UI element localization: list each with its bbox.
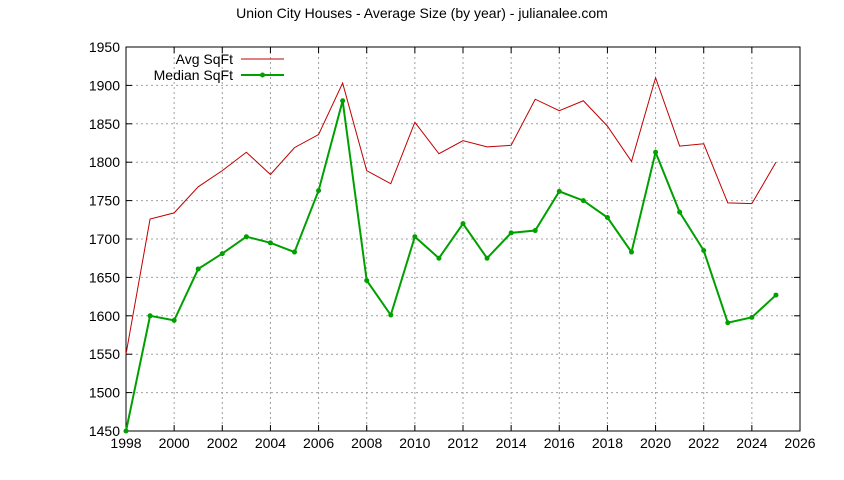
data-point-median-sqft bbox=[749, 314, 755, 320]
legend-label: Median SqFt bbox=[154, 67, 233, 83]
grid bbox=[126, 47, 800, 431]
y-tick-label: 1850 bbox=[89, 116, 120, 132]
y-tick-label: 1700 bbox=[89, 231, 120, 247]
series-line-avg-sqft bbox=[125, 76, 777, 355]
data-point-median-sqft bbox=[773, 292, 779, 298]
data-point-median-sqft bbox=[460, 221, 466, 227]
x-tick-label: 2022 bbox=[688, 435, 719, 451]
data-point-median-sqft bbox=[316, 188, 322, 194]
x-tick-label: 2024 bbox=[736, 435, 767, 451]
y-tick-label: 1750 bbox=[89, 193, 120, 209]
x-tick-label: 2026 bbox=[784, 435, 815, 451]
data-point-median-sqft bbox=[725, 320, 731, 326]
chart-title: Union City Houses - Average Size (by yea… bbox=[236, 5, 608, 21]
y-tick-label: 1500 bbox=[89, 385, 120, 401]
data-point-median-sqft bbox=[556, 188, 562, 194]
x-tick-label: 2014 bbox=[496, 435, 527, 451]
data-point-median-sqft bbox=[243, 234, 249, 240]
x-tick-label: 2008 bbox=[351, 435, 382, 451]
x-tick-label: 2006 bbox=[303, 435, 334, 451]
y-tick-label: 1950 bbox=[89, 39, 120, 55]
y-tick-label: 1550 bbox=[89, 346, 120, 362]
x-tick-label: 2002 bbox=[207, 435, 238, 451]
data-point-median-sqft bbox=[219, 251, 225, 257]
x-tick-label: 2020 bbox=[640, 435, 671, 451]
data-point-median-sqft bbox=[484, 255, 490, 261]
data-point-median-sqft bbox=[147, 313, 153, 319]
data-point-median-sqft bbox=[195, 266, 201, 272]
legend-marker bbox=[260, 72, 265, 78]
x-tick-label: 1998 bbox=[110, 435, 141, 451]
y-tick-label: 1800 bbox=[89, 154, 120, 170]
legend-label: Avg SqFt bbox=[176, 51, 233, 67]
axis-ticks: 1998 2000 2002 2004 2006 2008 2010 2012 2014 2016… bbox=[89, 39, 816, 451]
data-point-median-sqft bbox=[701, 248, 707, 254]
data-point-median-sqft bbox=[604, 214, 610, 220]
data-point-median-sqft bbox=[123, 428, 129, 434]
series-group bbox=[123, 76, 779, 434]
x-tick-label: 2016 bbox=[544, 435, 575, 451]
data-point-median-sqft bbox=[508, 230, 514, 236]
data-point-median-sqft bbox=[629, 249, 634, 255]
series-line-median-sqft bbox=[125, 100, 777, 432]
data-point-median-sqft bbox=[267, 240, 273, 246]
data-point-median-sqft bbox=[532, 228, 538, 234]
y-tick-label: 1900 bbox=[89, 77, 120, 93]
x-tick-label: 2000 bbox=[159, 435, 190, 451]
y-tick-label: 1450 bbox=[89, 423, 120, 439]
data-point-median-sqft bbox=[364, 277, 370, 283]
data-point-median-sqft bbox=[677, 209, 683, 215]
y-tick-label: 1650 bbox=[89, 269, 120, 285]
data-point-median-sqft bbox=[653, 149, 659, 155]
data-point-median-sqft bbox=[412, 234, 418, 240]
x-tick-label: 2010 bbox=[399, 435, 430, 451]
data-point-median-sqft bbox=[388, 312, 394, 318]
data-point-median-sqft bbox=[340, 98, 346, 104]
data-point-median-sqft bbox=[292, 249, 297, 255]
x-tick-label: 2018 bbox=[592, 435, 623, 451]
y-tick-label: 1600 bbox=[89, 308, 120, 324]
x-tick-label: 2012 bbox=[447, 435, 478, 451]
data-point-median-sqft bbox=[436, 255, 442, 261]
data-point-median-sqft bbox=[580, 198, 586, 204]
x-tick-label: 2004 bbox=[255, 435, 286, 451]
data-point-median-sqft bbox=[171, 317, 177, 323]
